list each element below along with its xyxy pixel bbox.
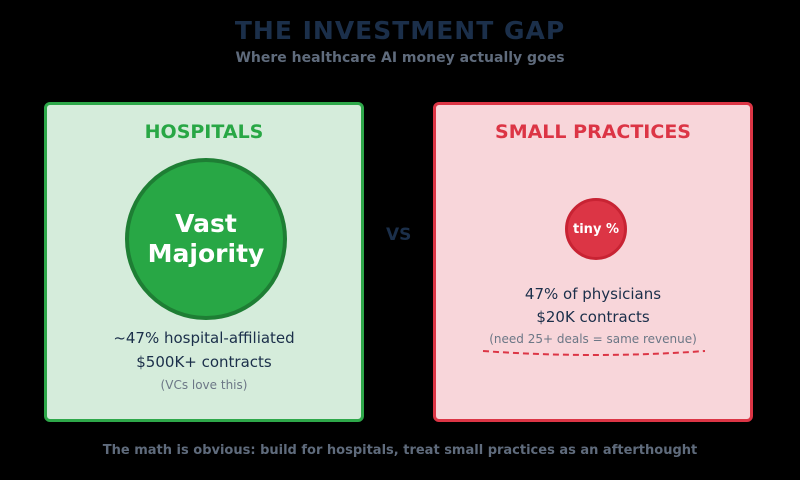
vast-majority-circle: Vast Majority [125, 158, 287, 320]
small-practices-title: SMALL PRACTICES [495, 121, 691, 143]
hospitals-title: HOSPITALS [144, 121, 264, 143]
small-line-1: 47% of physicians [524, 285, 662, 303]
page-title: THE INVESTMENT GAP [234, 16, 566, 45]
circle-label: tiny % [573, 221, 619, 237]
small-practices-panel: SMALL PRACTICES tiny % 47% of physicians… [433, 102, 753, 422]
small-note: (need 25+ deals = same revenue) [489, 332, 697, 346]
page-subtitle: Where healthcare AI money actually goes [235, 50, 565, 66]
small-line-2: $20K contracts [536, 308, 650, 326]
hospitals-line-2: $500K+ contracts [136, 353, 272, 371]
tiny-percent-circle: tiny % [565, 198, 627, 260]
dashed-underline-icon [482, 350, 706, 356]
hospitals-note: (VCs love this) [160, 378, 248, 392]
hospitals-panel: HOSPITALS Vast Majority ~47% hospital-af… [44, 102, 364, 422]
vs-label: VS [386, 225, 412, 245]
hospitals-line-1: ~47% hospital-affiliated [113, 329, 295, 347]
footer-caption: The math is obvious: build for hospitals… [102, 443, 698, 458]
circle-line-2: Majority [147, 239, 265, 268]
circle-line-1: Vast [175, 209, 237, 238]
